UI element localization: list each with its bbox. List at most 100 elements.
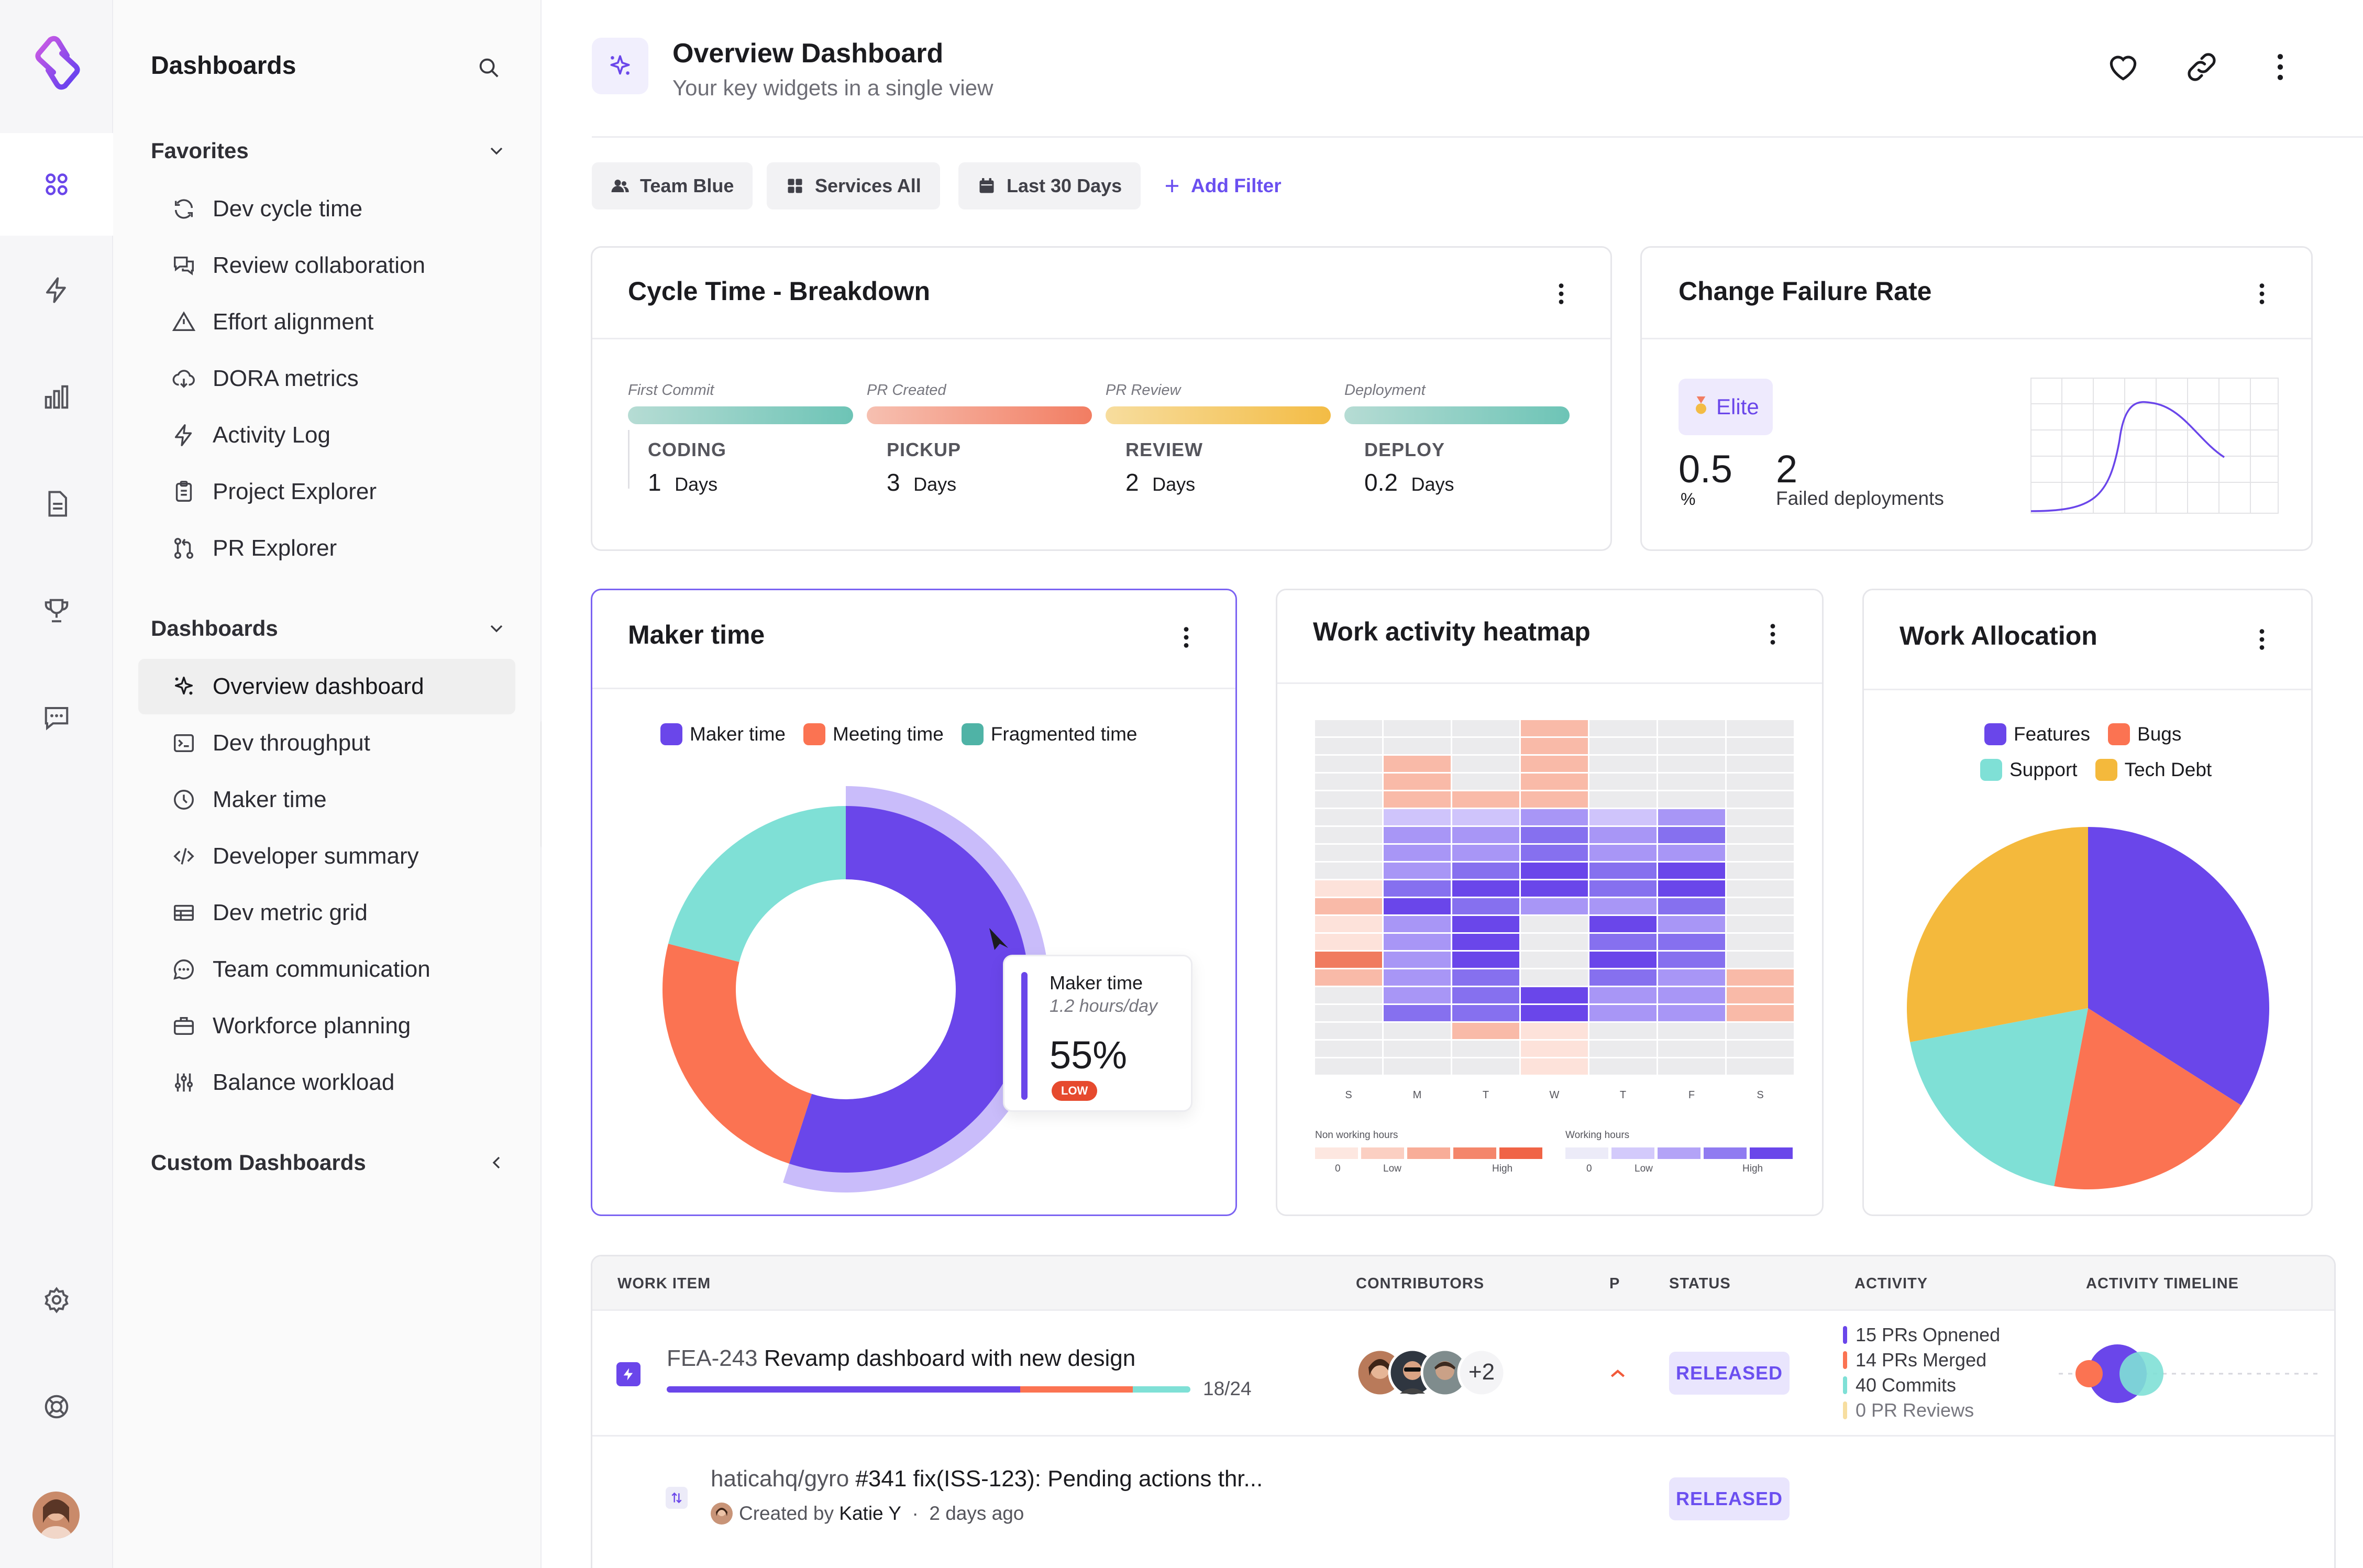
sidebar-item-workforce-planning[interactable]: Workforce planning	[138, 998, 515, 1054]
more-options-icon[interactable]	[2260, 47, 2300, 87]
work-item-title[interactable]: FEA-243 Revamp dashboard with new design	[667, 1345, 1135, 1372]
pr-repo: haticahq/gyro	[711, 1466, 849, 1492]
sidebar-item-dev-throughput[interactable]: Dev throughput	[138, 715, 515, 771]
add-filter-button[interactable]: Add Filter	[1163, 162, 1282, 209]
stage-value: 2	[1125, 469, 1139, 496]
refresh-icon	[174, 199, 193, 219]
heatmap-cell	[1384, 1058, 1451, 1075]
contributors-avatars[interactable]: +2	[1356, 1346, 1513, 1399]
team-filter-chip[interactable]: Team Blue	[592, 162, 753, 209]
legend-min: 0	[1586, 1163, 1592, 1174]
maker-time-card[interactable]: Maker time Maker time Meeting time Fragm…	[591, 589, 1237, 1216]
heatmap-cell	[1521, 987, 1588, 1003]
activity-marker	[1843, 1376, 1847, 1394]
slice-tech-debt[interactable]	[1907, 827, 2088, 1042]
slice-features[interactable]	[2088, 827, 2269, 1106]
card-menu-icon[interactable]	[1762, 617, 1783, 651]
calendar-icon	[979, 178, 994, 193]
legend-label: Bugs	[2137, 723, 2182, 745]
heatmap-cell	[1521, 1041, 1588, 1057]
table-row[interactable]: FEA-243 Revamp dashboard with new design…	[592, 1311, 2334, 1437]
favorites-section-header[interactable]: Favorites	[151, 138, 507, 163]
slice-support[interactable]	[1910, 1008, 2088, 1186]
progress-segment-bugs	[1020, 1386, 1133, 1393]
working-legend-swatch	[1611, 1147, 1654, 1159]
sidebar-item-pr-explorer[interactable]: PR Explorer	[138, 521, 515, 576]
column-header-contributors[interactable]: CONTRIBUTORS	[1356, 1275, 1485, 1292]
avatar	[1420, 1348, 1470, 1397]
legend-swatch	[803, 723, 825, 745]
column-header-priority[interactable]: P	[1609, 1275, 1620, 1292]
card-menu-icon[interactable]	[2251, 277, 2272, 311]
slice-bugs[interactable]	[2054, 1008, 2241, 1189]
app-logo-icon[interactable]	[29, 35, 86, 91]
search-icon[interactable]	[477, 56, 501, 80]
heatmap-cell	[1589, 1005, 1657, 1021]
table-row[interactable]: haticahq/gyro #341 fix(ISS-123): Pending…	[592, 1437, 2334, 1568]
status-badge: RELEASED	[1669, 1477, 1790, 1520]
activity-text: 14 PRs Merged	[1856, 1349, 1987, 1371]
bar-chart-icon[interactable]	[40, 380, 73, 414]
stage-value: 1	[648, 469, 661, 496]
trophy-icon[interactable]	[40, 594, 73, 627]
card-menu-icon[interactable]	[1176, 621, 1197, 654]
sidebar-item-project-explorer[interactable]: Project Explorer	[138, 464, 515, 520]
heatmap-cell	[1384, 916, 1451, 932]
dashboard-grid-icon[interactable]	[40, 168, 73, 201]
user-avatar[interactable]	[32, 1492, 80, 1539]
lifebuoy-icon[interactable]	[40, 1390, 73, 1423]
sidebar-item-developer-summary[interactable]: Developer summary	[138, 829, 515, 884]
work-items-table: WORK ITEM CONTRIBUTORS P STATUS ACTIVITY…	[591, 1255, 2336, 1568]
document-icon[interactable]	[40, 487, 73, 521]
card-menu-icon[interactable]	[2251, 623, 2272, 656]
custom-dashboards-section-header[interactable]: Custom Dashboards	[151, 1150, 507, 1175]
allocation-legend-row1: Features Bugs	[1984, 723, 2181, 745]
sidebar-item-balance-workload[interactable]: Balance workload	[138, 1055, 515, 1110]
card-menu-icon[interactable]	[1551, 277, 1572, 311]
elite-badge: Elite	[1679, 379, 1773, 435]
sidebar-item-overview-dashboard[interactable]: Overview dashboard	[138, 659, 515, 714]
sidebar-item-effort-alignment[interactable]: Effort alignment	[138, 294, 515, 350]
activity-text: 40 Commits	[1856, 1374, 1957, 1396]
heatmap-cell	[1521, 774, 1588, 790]
heatmap-cell	[1727, 880, 1794, 897]
sidebar-item-review-collaboration[interactable]: Review collaboration	[138, 238, 515, 293]
sidebar-item-dev-cycle-time[interactable]: Dev cycle time	[138, 181, 515, 237]
column-header-status[interactable]: STATUS	[1669, 1275, 1731, 1292]
heatmap-cell	[1384, 969, 1451, 986]
slice-fragmented-time[interactable]	[668, 806, 846, 962]
working-legend-swatch	[1565, 1147, 1608, 1159]
sidebar-item-dora-metrics[interactable]: DORA metrics	[138, 351, 515, 406]
dashboards-section-header[interactable]: Dashboards	[151, 616, 507, 641]
heatmap-cell	[1521, 1023, 1588, 1039]
copy-link-icon[interactable]	[2182, 47, 2222, 87]
heatmap-cell	[1658, 720, 1725, 736]
non-working-legend-swatch	[1407, 1147, 1450, 1159]
heatmap-cell	[1658, 863, 1725, 879]
activity-marker	[1843, 1326, 1847, 1344]
sidebar-item-activity-log[interactable]: Activity Log	[138, 407, 515, 463]
date-range-filter-chip[interactable]: Last 30 Days	[958, 162, 1141, 209]
sidebar-item-dev-metric-grid[interactable]: Dev metric grid	[138, 885, 515, 941]
column-header-activity[interactable]: ACTIVITY	[1854, 1275, 1928, 1292]
bolt-icon[interactable]	[40, 273, 73, 307]
sidebar: Dashboards Favorites Dev cycle time Revi…	[113, 0, 547, 1568]
sidebar-item-maker-time[interactable]: Maker time	[138, 772, 515, 827]
heatmap-cell	[1384, 791, 1451, 808]
heatmap-cell	[1658, 827, 1725, 843]
heatmap-cell	[1315, 720, 1382, 736]
settings-gear-icon[interactable]	[40, 1283, 73, 1317]
column-header-work-item[interactable]: WORK ITEM	[617, 1275, 711, 1292]
sidebar-item-label: Developer summary	[213, 843, 419, 869]
pr-title[interactable]: haticahq/gyro #341 fix(ISS-123): Pending…	[711, 1466, 1263, 1492]
slice-maker-time[interactable]	[789, 806, 1030, 1173]
tooltip-value: 55%	[1050, 1033, 1128, 1077]
chat-icon[interactable]	[40, 701, 73, 734]
slice-meeting-time[interactable]	[662, 943, 812, 1164]
heatmap-cell	[1384, 774, 1451, 790]
table-header: WORK ITEM CONTRIBUTORS P STATUS ACTIVITY…	[592, 1256, 2334, 1311]
column-header-activity-timeline[interactable]: ACTIVITY TIMELINE	[2086, 1275, 2239, 1292]
services-filter-chip[interactable]: Services All	[767, 162, 940, 209]
favorite-heart-icon[interactable]	[2103, 47, 2143, 87]
sidebar-item-team-communication[interactable]: Team communication	[138, 942, 515, 997]
